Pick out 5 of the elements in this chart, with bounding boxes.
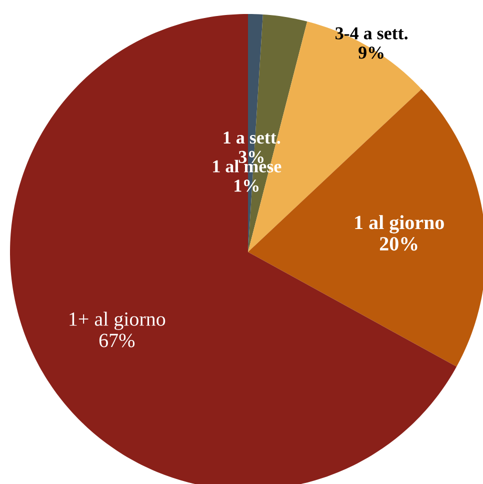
- slice-label: 1 al giorno: [355, 215, 444, 234]
- slice-label: 1+ al giorno: [70, 312, 166, 330]
- data-label: 67%: [99, 334, 135, 348]
- data-label: 20%: [380, 237, 418, 251]
- data-label: 1%: [234, 180, 258, 192]
